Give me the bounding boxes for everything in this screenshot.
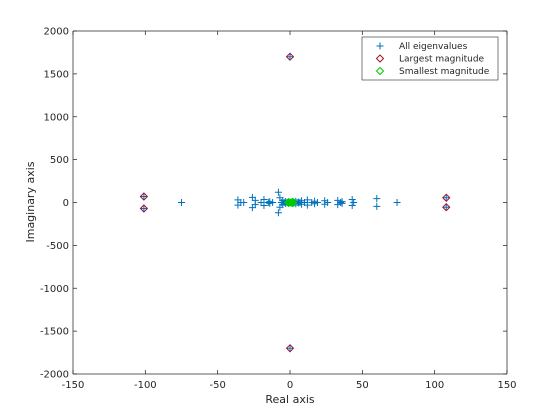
eigenvalue-point <box>373 195 381 203</box>
y-tick-label: -1500 <box>40 327 69 338</box>
smallest-magnitude-point <box>288 198 298 208</box>
x-tick-label: -50 <box>209 380 225 391</box>
eigenvalue-point <box>257 199 265 206</box>
series-2 <box>284 197 298 208</box>
eigenvalue-point <box>274 209 282 217</box>
eigenvalue-point <box>324 199 332 206</box>
eigenvalue-point <box>348 202 356 210</box>
x-tick-label: 100 <box>425 380 444 391</box>
largest-magnitude-point <box>442 193 451 202</box>
eigenvalue-point <box>260 202 268 210</box>
eigenvalue-point <box>274 188 282 196</box>
eigenvalue-point <box>266 199 274 207</box>
y-tick-label: 1500 <box>44 69 69 80</box>
eigenvalue-point <box>348 195 356 203</box>
largest-magnitude-point <box>285 344 295 353</box>
largest-magnitude-point <box>285 52 295 61</box>
eigenvalue-point <box>286 344 294 352</box>
series-1 <box>139 52 451 353</box>
eigenvalue-point <box>313 199 321 206</box>
eigenvalue-point <box>269 199 277 206</box>
y-tick-label: 0 <box>63 198 69 209</box>
x-tick-label: -100 <box>134 380 157 391</box>
legend-entry-label: All eigenvalues <box>399 42 468 52</box>
data-marks <box>139 52 451 353</box>
eigenvalue-point <box>321 200 329 208</box>
eigenvalue-point <box>248 193 256 201</box>
legend-marker-largest <box>375 54 385 63</box>
x-axis-label: Real axis <box>265 393 315 406</box>
x-tick-label: 0 <box>287 380 293 391</box>
legend-entry-label: Largest magnitude <box>399 55 485 65</box>
eigenvalue-point <box>303 201 311 209</box>
eigenvalue-point <box>140 205 148 213</box>
eigenvalue-point <box>442 203 450 211</box>
eigenvalue-point <box>442 194 450 202</box>
eigenvalue-point <box>337 199 345 206</box>
eigenvalue-point <box>260 195 268 203</box>
largest-magnitude-point <box>139 204 149 213</box>
smallest-magnitude-point <box>285 198 295 207</box>
eigenvalue-point <box>178 199 185 206</box>
legend-box <box>361 36 499 81</box>
x-tick-label: 50 <box>356 380 369 391</box>
largest-magnitude-point <box>442 203 451 212</box>
eigenvalue-point <box>240 199 248 206</box>
eigenvalue-point <box>248 204 256 212</box>
legend-entry-label: Smallest magnitude <box>399 67 490 77</box>
y-tick-label: -500 <box>46 241 69 252</box>
legend: All eigenvalues Largest magnitude Smallest… <box>361 36 499 81</box>
y-tick-label: 1000 <box>44 112 69 123</box>
eigenvalue-point <box>251 201 259 209</box>
legend-marker-all <box>376 42 384 50</box>
smallest-magnitude-point <box>288 197 298 207</box>
eigenvalue-point <box>298 200 306 208</box>
eigenvalue-point <box>338 199 346 207</box>
eigenvalue-point <box>373 202 381 210</box>
eigenvalue-point <box>140 192 148 200</box>
eigenvalue-point <box>311 200 319 208</box>
eigenvalue-point <box>350 199 358 206</box>
eigenvalue-point <box>393 199 401 206</box>
y-tick-label: -1000 <box>40 284 69 295</box>
largest-magnitude-point <box>139 192 149 201</box>
x-tick-label: 150 <box>497 380 516 391</box>
legend-marker-smallest <box>375 66 385 76</box>
smallest-magnitude-point <box>287 198 296 207</box>
y-tick-label: 500 <box>50 155 69 166</box>
y-tick-label: 2000 <box>44 27 69 38</box>
axis-ticks: -150 -100 -50 0 50 100 150-2000-1500-1000-5000… <box>40 27 517 392</box>
y-tick-label: -2000 <box>40 370 69 381</box>
y-axis-label: Imaginary axis <box>24 161 37 242</box>
x-tick-label: -150 <box>62 380 85 391</box>
eigenvalue-point <box>286 53 294 61</box>
